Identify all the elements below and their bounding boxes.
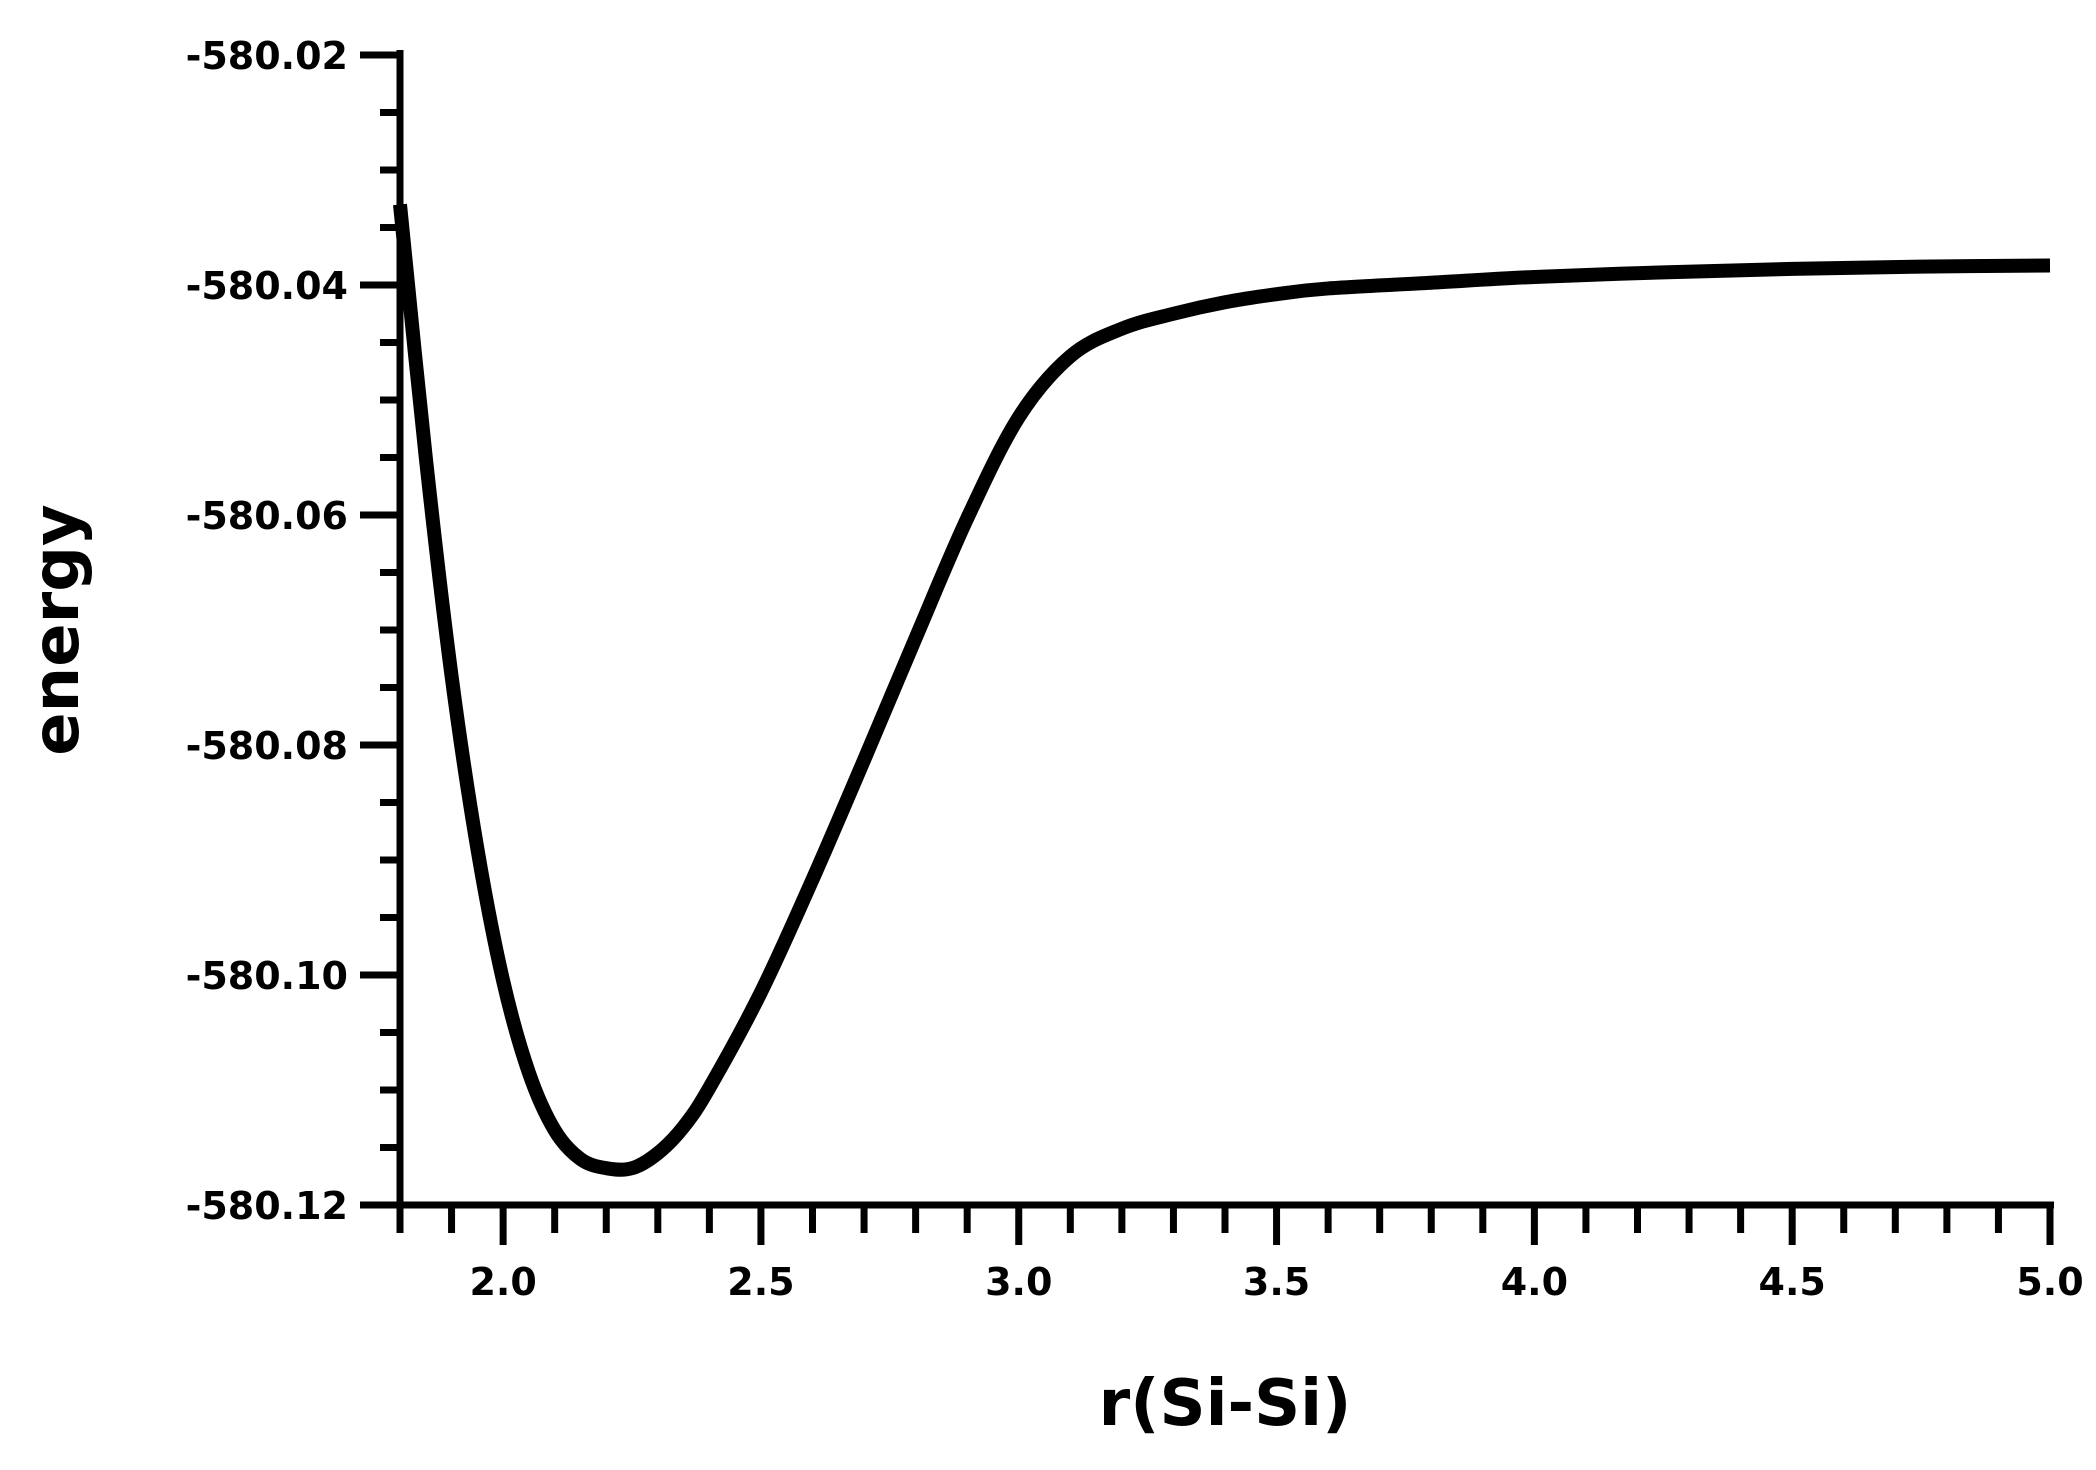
x-tick-label: 4.0 <box>1501 1260 1568 1304</box>
x-tick-label: 2.5 <box>727 1260 794 1304</box>
x-tick-label: 5.0 <box>2016 1260 2083 1304</box>
x-tick-label: 4.5 <box>1759 1260 1826 1304</box>
x-tick-label: 2.0 <box>469 1260 536 1304</box>
y-tick-label: -580.06 <box>186 494 348 538</box>
y-tick-label: -580.02 <box>186 34 348 78</box>
y-tick-label: -580.04 <box>186 264 348 308</box>
y-tick-label: -580.08 <box>186 724 348 768</box>
plot-area <box>393 203 2051 1177</box>
x-tick-label: 3.0 <box>985 1260 1052 1304</box>
x-axis-title: r(Si-Si) <box>1099 1367 1352 1441</box>
x-axis: 2.0 2.5 3.0 3.5 4.0 4.5 5.0 <box>396 1201 2084 1304</box>
energy-series-line <box>393 203 2051 1177</box>
x-tick-label: 3.5 <box>1243 1260 1310 1304</box>
y-axis-title: energy <box>20 504 94 755</box>
y-axis: -580.02 -580.04 -580.06 -580.08 -580.10 -580.… <box>186 34 404 1228</box>
y-tick-label: -580.12 <box>186 1184 348 1228</box>
y-tick-label: -580.10 <box>186 954 348 998</box>
